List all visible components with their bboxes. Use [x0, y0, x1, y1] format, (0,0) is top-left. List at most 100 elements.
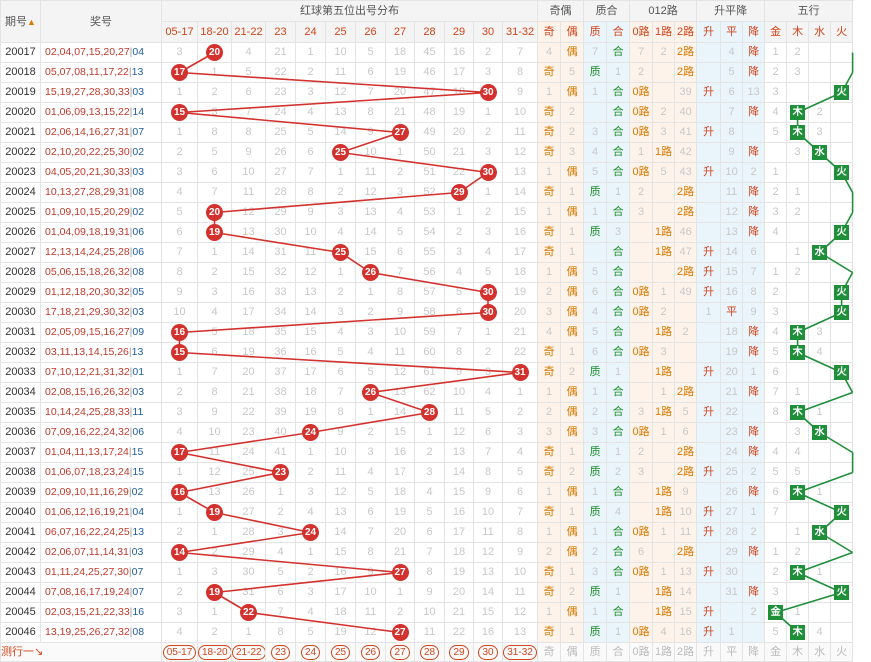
dist-cell: 7 — [355, 82, 386, 103]
stat-hit: 1路 — [655, 406, 673, 418]
prize-cell: 01,04,11,13,17,24|15 — [40, 442, 162, 463]
stat-cell: 偶 — [560, 262, 585, 283]
dist-cell: 37 — [265, 362, 296, 383]
footer-stat-cell[interactable]: 偶 — [560, 642, 585, 662]
footer-stat-cell[interactable]: 2路 — [674, 642, 698, 662]
stat-hit: 质 — [589, 66, 601, 78]
miss-value: 22 — [452, 166, 466, 178]
stat-miss: 1 — [772, 266, 779, 278]
dist-cell: 18 — [501, 262, 539, 283]
miss-value: 4 — [367, 346, 374, 358]
footer-range-cell[interactable]: 30 — [473, 642, 503, 662]
stat-cell — [764, 242, 788, 263]
stat-cell: 1路 — [652, 222, 676, 243]
issue-cell: 20025 — [0, 202, 41, 223]
dist-cell: 20 — [444, 122, 474, 143]
dist-cell: 14 — [501, 182, 539, 203]
table-row: 20038 01,06,07,18,23,24|15 1 12 25 23 2 11 4 17 3 1… — [0, 462, 854, 483]
dist-cell: 10 — [231, 162, 266, 183]
dist-cell: 7 — [295, 162, 326, 183]
dist-cell: 1 — [295, 542, 326, 563]
footer-range-cell[interactable]: 23 — [265, 642, 296, 662]
footer-stat-cell[interactable]: 平 — [720, 642, 744, 662]
issue-cell: 20044 — [0, 582, 41, 603]
hit-ball: 19 — [206, 224, 223, 241]
footer-stat-cell[interactable]: 合 — [606, 642, 631, 662]
footer-range-cell[interactable]: 25 — [325, 642, 356, 662]
miss-value: 59 — [423, 326, 436, 338]
footer-range-cell[interactable]: 21-22 — [231, 642, 266, 662]
footer-range-cell[interactable]: 28 — [414, 642, 445, 662]
footer-stat-cell[interactable]: 升 — [696, 642, 722, 662]
dist-cell: 1 — [473, 322, 503, 343]
stat-cell: 2路 — [674, 202, 698, 223]
miss-value: 19 — [393, 506, 407, 518]
footer-range-cell[interactable]: 27 — [385, 642, 415, 662]
stat-cell — [830, 142, 854, 163]
stat-hit: 偶 — [566, 386, 578, 398]
stat-cell: 1 — [560, 622, 585, 643]
stat-cell: 偶 — [560, 402, 585, 423]
miss-value: 2 — [211, 86, 218, 98]
footer-stat-cell[interactable]: 质 — [583, 642, 608, 662]
footer-stat-cell[interactable]: 1路 — [652, 642, 676, 662]
dist-cell: 11 — [473, 522, 503, 543]
stat-miss: 4 — [615, 506, 622, 518]
footer-stat-cell[interactable]: 0路 — [629, 642, 654, 662]
footer-label-cell[interactable]: 测行一↘ — [0, 642, 162, 662]
dist-cell: 13 — [197, 482, 232, 503]
stat-miss: 2 — [772, 566, 779, 578]
footer-stat-cell[interactable]: 木 — [786, 642, 810, 662]
miss-value: 21 — [452, 606, 466, 618]
stat-cell: 3 — [786, 62, 810, 83]
stat-cell — [830, 182, 854, 203]
footer-stat-cell[interactable]: 金 — [764, 642, 788, 662]
separator: | — [129, 266, 133, 278]
stat-hit: 合 — [612, 286, 624, 298]
stat-miss: 1 — [569, 506, 576, 518]
sort-icon[interactable]: ▲ — [27, 16, 36, 27]
stat-miss: 1 — [705, 306, 712, 318]
dist-cell: 61 — [414, 362, 445, 383]
footer-range-cell[interactable]: 29 — [444, 642, 474, 662]
footer-stat-cell[interactable]: 奇 — [537, 642, 562, 662]
dist-cell: 9 — [501, 82, 539, 103]
stat-miss: 1 — [546, 606, 553, 618]
miss-value: 11 — [514, 586, 526, 598]
stat-cell: 火 — [830, 582, 854, 603]
miss-value: 23 — [274, 86, 287, 98]
table-row: 20037 01,04,11,13,17,24|15 17 11 24 41 1 10 3 16 2… — [0, 442, 854, 463]
stat-miss: 5 — [772, 626, 779, 638]
dist-cell: 9 — [385, 302, 415, 323]
footer-range-cell[interactable]: 05-17 — [161, 642, 198, 662]
footer-range-cell[interactable]: 31-32 — [501, 642, 539, 662]
miss-value: 17 — [242, 306, 255, 318]
stat-miss: 6 — [592, 286, 599, 298]
footer-range-cell[interactable]: 24 — [295, 642, 326, 662]
miss-value: 8 — [484, 466, 492, 478]
dist-cell: 3 — [325, 302, 356, 323]
stat-cell — [652, 442, 676, 463]
blue-number: 03 — [132, 166, 145, 178]
footer-stat-cell[interactable]: 水 — [808, 642, 832, 662]
miss-value: 7 — [337, 386, 344, 398]
miss-value: 8 — [516, 66, 524, 78]
stat-cell — [808, 382, 832, 403]
stat-cell — [696, 202, 722, 223]
dist-cell: 21 — [385, 542, 415, 563]
separator: | — [129, 306, 133, 318]
miss-value: 17 — [513, 246, 527, 258]
stat-miss: 3 — [772, 586, 779, 598]
stat-hit: 1路 — [655, 366, 673, 378]
issue-cell: 20027 — [0, 242, 41, 263]
main-numbers: 02,03,15,21,22,33 — [45, 606, 130, 618]
stat-miss: 3 — [772, 306, 779, 318]
miss-value: 13 — [393, 386, 407, 398]
dist-cell: 31 — [231, 582, 266, 603]
stat-miss: 1 — [546, 386, 553, 398]
footer-range-cell[interactable]: 18-20 — [197, 642, 232, 662]
footer-stat-cell[interactable]: 降 — [742, 642, 766, 662]
issue-header[interactable]: 期号▲ — [0, 0, 41, 43]
footer-range-cell[interactable]: 26 — [355, 642, 386, 662]
footer-stat-cell[interactable]: 火 — [830, 642, 854, 662]
